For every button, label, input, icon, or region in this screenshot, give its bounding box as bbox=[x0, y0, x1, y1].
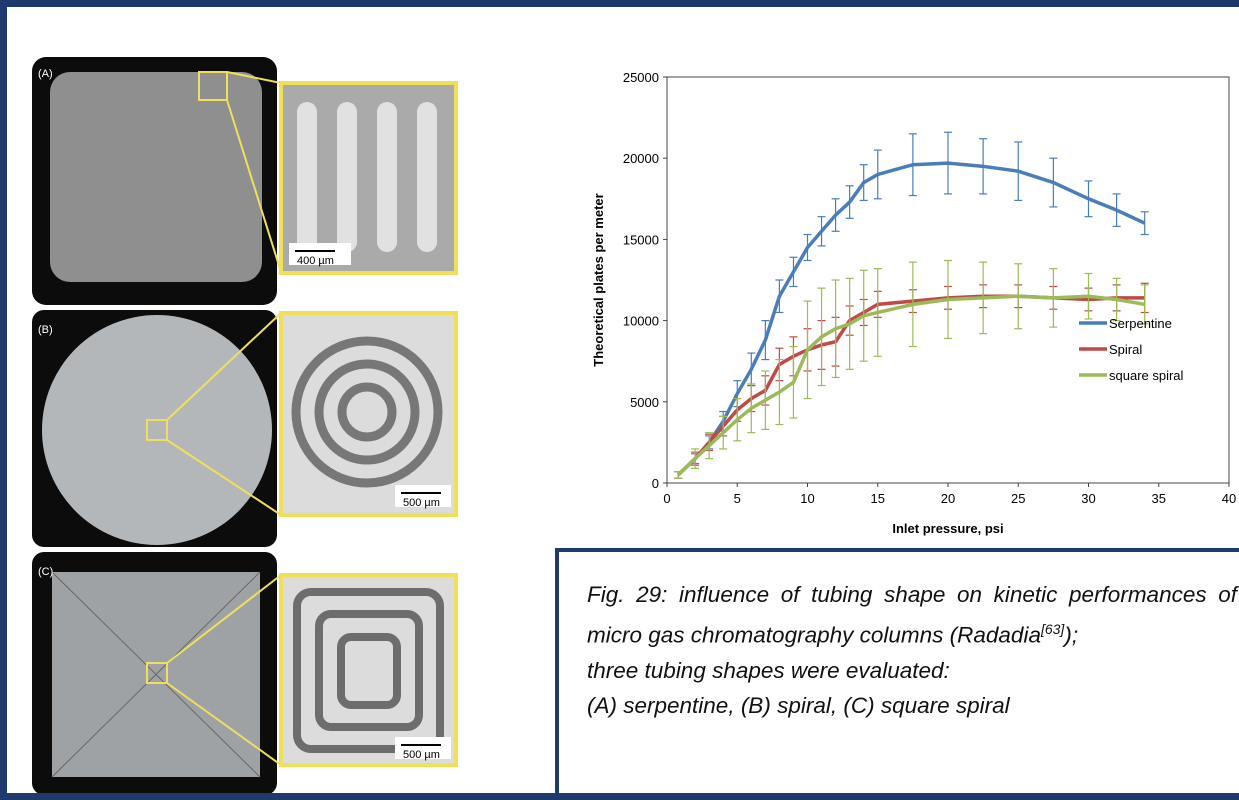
caption-text: three tubing shapes were evaluated: bbox=[587, 657, 950, 683]
y-tick-label: 15000 bbox=[623, 232, 659, 247]
zoom-line bbox=[226, 99, 282, 273]
zoom-line bbox=[166, 312, 282, 421]
x-tick-label: 0 bbox=[663, 491, 670, 506]
x-axis-title: Inlet pressure, psi bbox=[892, 521, 1003, 536]
x-tick-label: 40 bbox=[1222, 491, 1236, 506]
y-tick-label: 20000 bbox=[623, 151, 659, 166]
x-tick-label: 25 bbox=[1011, 491, 1025, 506]
zoom-line bbox=[166, 439, 282, 516]
scale-box bbox=[395, 737, 451, 759]
y-tick-label: 10000 bbox=[623, 314, 659, 329]
wafer bbox=[42, 315, 272, 545]
zoom-box bbox=[198, 71, 228, 101]
y-tick-label: 25000 bbox=[623, 70, 659, 85]
scale-box bbox=[289, 243, 351, 265]
caption: Fig. 29: influence of tubing shape on ki… bbox=[587, 577, 1237, 723]
x-tick-label: 10 bbox=[800, 491, 814, 506]
zoom-line bbox=[166, 682, 282, 766]
legend-label: Spiral bbox=[1109, 342, 1142, 357]
zoom-line bbox=[226, 71, 282, 84]
scale-label: 400 µm bbox=[297, 255, 334, 267]
square-spiral bbox=[293, 588, 444, 753]
zoom-c bbox=[279, 573, 458, 767]
diagonals bbox=[51, 571, 261, 778]
legend-label: Serpentine bbox=[1109, 316, 1172, 331]
figure: (A)400 µm(B)500 µm(C)500 µm0500010000150… bbox=[32, 57, 1239, 793]
panel-label: (A) bbox=[38, 68, 53, 80]
caption-text: (A) serpentine, (B) spiral, (C) square s… bbox=[587, 692, 1010, 718]
x-tick-label: 5 bbox=[734, 491, 741, 506]
panel-label: (C) bbox=[38, 566, 53, 578]
zoom-b bbox=[279, 311, 458, 517]
x-tick-label: 30 bbox=[1081, 491, 1095, 506]
series-line bbox=[677, 161, 1146, 477]
zoom-box bbox=[146, 419, 168, 441]
y-axis-title: Theoretical plates per meter bbox=[591, 193, 606, 366]
reference: [63] bbox=[1040, 621, 1065, 637]
x-tick-label: 20 bbox=[941, 491, 955, 506]
series-line bbox=[677, 294, 1145, 477]
y-tick-label: 5000 bbox=[630, 395, 659, 410]
panel-label: (B) bbox=[38, 324, 53, 336]
x-tick-label: 35 bbox=[1152, 491, 1166, 506]
spiral bbox=[291, 336, 443, 488]
scale-label: 500 µm bbox=[403, 749, 440, 761]
zoom-box bbox=[146, 662, 168, 684]
channels bbox=[297, 102, 437, 252]
chip-a bbox=[50, 72, 262, 282]
y-tick-label: 0 bbox=[652, 476, 659, 491]
scale-box bbox=[395, 485, 451, 507]
x-tick-label: 15 bbox=[871, 491, 885, 506]
zoom-line bbox=[166, 574, 282, 664]
legend-label: square spiral bbox=[1109, 368, 1184, 383]
caption-text: ); bbox=[1064, 622, 1079, 648]
scale-label: 500 µm bbox=[403, 497, 440, 509]
caption-text: Fig. 29: influence of tubing shape on ki… bbox=[587, 582, 1237, 648]
